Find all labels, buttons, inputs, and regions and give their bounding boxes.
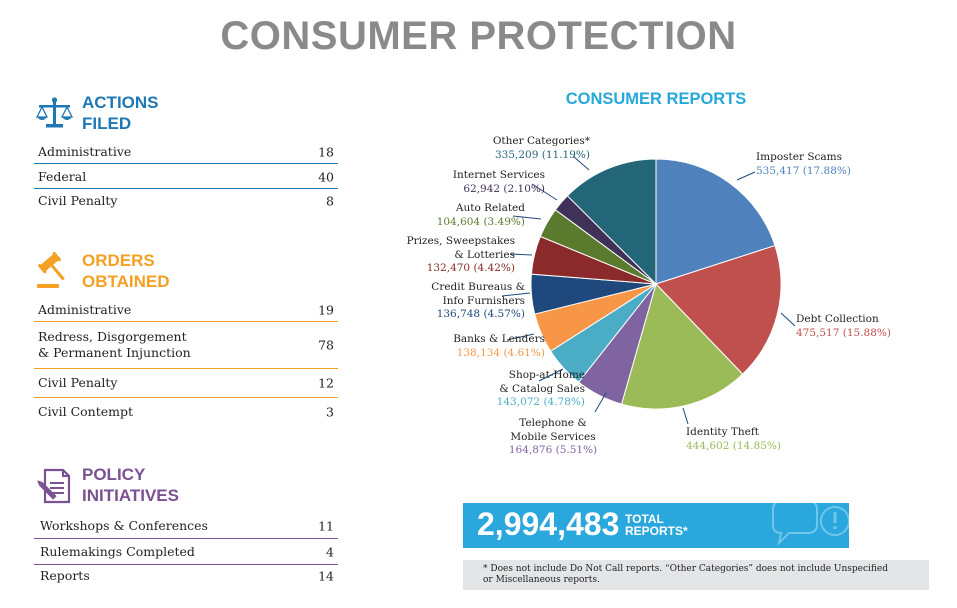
slice-label: Prizes, Sweepstakes & Lotteries 132,470 (4…: [380, 235, 515, 276]
table-row: Rulemakings Completed 4: [40, 544, 334, 560]
document-pen-icon: [37, 468, 71, 504]
divider: [34, 188, 338, 189]
leader-line: [682, 407, 689, 425]
pie-slice: [655, 244, 782, 375]
leader-line: [538, 368, 564, 382]
leader-line: [780, 312, 796, 327]
slice-label-name: Other Categories*: [492, 135, 590, 147]
slice-label-value: 475,517 (15.88%): [796, 326, 891, 339]
table-row: Redress, Disgorgement & Permanent Injunc…: [38, 329, 334, 360]
pie-slice: [620, 283, 744, 410]
leader-line: [506, 333, 535, 341]
slice-label-value: 164,876 (5.51%): [508, 444, 598, 456]
slice-label-name: & Catalog Sales: [499, 382, 585, 395]
slice-label-name: Identity Theft: [686, 426, 759, 438]
slice-label-name: Info Furnishers: [442, 294, 525, 307]
total-reports-label: TOTAL REPORTS*: [625, 512, 688, 538]
leader-line: [531, 183, 558, 201]
slice-label: Other Categories* 335,209 (11.19%): [470, 135, 590, 162]
policy-initiatives-heading: POLICY INITIATIVES: [82, 465, 179, 505]
slice-label-name: Credit Bureaus &: [431, 281, 525, 293]
table-row: Civil Contempt 3: [38, 404, 334, 420]
chat-bubble-icon: [772, 503, 849, 547]
slice-label: Auto Related 104,604 (3.49%): [397, 202, 525, 229]
slice-label-name: Banks & Lenders: [453, 333, 545, 345]
footnote: * Does not include Do Not Call reports. …: [463, 560, 929, 590]
table-row: Workshops & Conferences 11: [40, 517, 334, 534]
slice-label: Debt Collection 475,517 (15.88%): [796, 313, 906, 340]
divider: [34, 321, 338, 322]
slice-label-name: & Lotteries: [454, 248, 515, 261]
slice-label-name: Prizes, Sweepstakes: [406, 235, 515, 247]
slice-label-name: Internet Services: [452, 169, 545, 181]
slice-label-name: Imposter Scams: [756, 151, 843, 163]
slice-label: Identity Theft 444,602 (14.85%): [686, 426, 796, 453]
page-title: CONSUMER PROTECTION: [220, 14, 737, 58]
slice-label-value: 335,209 (11.19%): [495, 148, 590, 161]
pie-slice: [655, 158, 776, 285]
slice-label: Internet Services 62,942 (2.10%): [417, 169, 545, 196]
gavel-icon: [37, 252, 65, 288]
leader-line: [572, 155, 590, 171]
divider: [34, 368, 338, 369]
slice-label-value: 62,942 (2.10%): [463, 182, 545, 195]
table-row: Reports 14: [40, 568, 334, 584]
slice-label-name: Telephone &: [519, 417, 587, 429]
table-row: Administrative 19: [38, 301, 334, 318]
slice-label-name: Auto Related: [455, 202, 525, 214]
leader-line: [512, 215, 542, 220]
table-row: Civil Penalty 8: [38, 192, 334, 209]
slice-label: Credit Bureaus & Info Furnishers 136,748 (…: [390, 281, 525, 322]
chart-title: CONSUMER REPORTS: [565, 90, 747, 108]
slice-label: Banks & Lenders 138,134 (4.61%): [415, 333, 545, 360]
slice-label-name: Mobile Services: [510, 430, 596, 443]
actions-filed-heading: ACTIONS FILED: [82, 93, 159, 133]
divider: [34, 397, 338, 398]
pie-slice: [566, 158, 657, 286]
slice-label-value: 535,417 (17.88%): [756, 164, 851, 177]
scales-of-justice-icon: [35, 97, 74, 128]
slice-label-name: Shop-at-Home: [508, 369, 585, 381]
slice-label-name: Debt Collection: [796, 313, 879, 325]
slice-label-value: 104,604 (3.49%): [436, 215, 525, 228]
total-reports-number: 2,994,483: [477, 506, 620, 542]
leader-line: [501, 292, 531, 297]
slice-label-value: 132,470 (4.42%): [426, 262, 515, 274]
orders-obtained-heading: ORDERS OBTAINED: [82, 251, 170, 291]
slice-label-value: 138,134 (4.61%): [456, 346, 545, 359]
divider: [34, 163, 338, 164]
slice-label: Imposter Scams 535,417 (17.88%): [756, 151, 876, 178]
slice-label: Shop-at-Home & Catalog Sales 143,072 (4.78…: [493, 369, 585, 410]
table-row: Administrative 18: [38, 143, 334, 160]
slice-label-value: 136,748 (4.57%): [436, 308, 525, 320]
leader-line: [509, 253, 533, 256]
slice-label: Telephone & Mobile Services 164,876 (5.51%…: [493, 417, 613, 458]
table-row: Federal 40: [38, 169, 334, 185]
leader-line: [736, 171, 756, 181]
total-reports-banner: 2,994,483 TOTAL REPORTS*: [463, 503, 849, 548]
leader-line: [594, 392, 607, 413]
slice-label-value: 143,072 (4.78%): [496, 396, 585, 408]
divider: [34, 564, 338, 565]
table-row: Civil Penalty 12: [38, 375, 334, 391]
divider: [34, 538, 338, 539]
slice-label-value: 444,602 (14.85%): [686, 439, 781, 452]
